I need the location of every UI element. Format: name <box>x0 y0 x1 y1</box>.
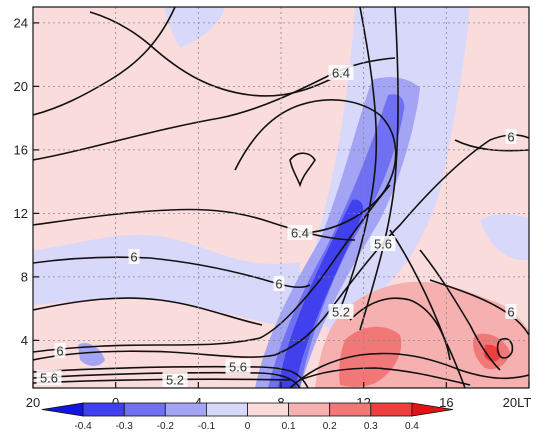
contour-label: 6 <box>130 250 137 265</box>
colorbar-swatch <box>123 402 166 417</box>
x-tick-label: 20LT <box>503 395 532 410</box>
contour-labels: 6.4 6 6.4 5.6 6 6 5.2 6 6 5.6 5.6 5.2 <box>36 65 517 388</box>
contour-line <box>33 256 311 288</box>
colorbar-swatch <box>370 402 413 417</box>
filled-region-negative <box>78 343 105 366</box>
contour-label: 5.2 <box>332 305 350 320</box>
contour-line <box>289 152 316 188</box>
contour-label: 6 <box>56 344 63 359</box>
colorbar-swatch <box>164 402 207 417</box>
y-tick-label: 4 <box>21 333 28 348</box>
colorbar-swatch <box>82 402 125 417</box>
colorbar-label: -0.3 <box>116 421 134 432</box>
contour-label-bg <box>287 225 313 240</box>
colorbar-label: 0.3 <box>364 421 378 432</box>
colorbar-swatch <box>205 402 248 417</box>
colorbar-swatch <box>41 402 84 417</box>
contour-label-bg <box>328 304 354 319</box>
contour-label: 5.6 <box>229 360 247 375</box>
grid-lines <box>33 7 529 388</box>
contour-line <box>33 297 263 326</box>
contour-label: 6.4 <box>291 226 309 241</box>
x-tick-label: 0 <box>112 395 119 410</box>
filled-region-strong-positive <box>339 326 402 387</box>
filled-region-weak-negative <box>33 234 300 330</box>
colorbar-label: -0.4 <box>74 421 92 432</box>
colorbar-swatch <box>288 402 331 417</box>
y-tick-label: 16 <box>14 142 28 157</box>
contour-line <box>339 7 378 311</box>
contour-label-bg <box>162 372 188 387</box>
filled-region-weak-negative <box>165 7 225 48</box>
contour-line <box>349 297 451 361</box>
contour-label-bg <box>128 249 140 264</box>
contour-label: 5.6 <box>374 237 392 252</box>
colorbar: -0.4 -0.3 -0.2 -0.1 0 0.1 0.2 0.3 0.4 <box>41 402 454 432</box>
contour-label: 6.4 <box>332 66 350 81</box>
contour-line <box>289 352 529 388</box>
contour-line <box>419 249 501 371</box>
y-tick-label: 24 <box>14 15 28 30</box>
contour-label-bg <box>370 236 396 251</box>
x-tick-label: 16 <box>439 395 453 410</box>
contour-label: 6 <box>507 305 514 320</box>
filled-region-weak-negative <box>480 214 529 261</box>
colorbar-label: 0.2 <box>323 421 337 432</box>
x-tick-label: 20 <box>26 395 40 410</box>
contour-line <box>33 7 176 116</box>
x-tick-label: 4 <box>195 395 202 410</box>
colorbar-label: -0.1 <box>198 421 216 432</box>
contour-label-bg <box>328 65 354 80</box>
colorbar-label: -0.2 <box>157 421 175 432</box>
y-axis: 4 8 12 16 20 24 <box>14 15 39 348</box>
x-tick-label: 8 <box>277 395 284 410</box>
contour-label: 6 <box>275 277 282 292</box>
y-tick-label: 8 <box>21 269 28 284</box>
contour-line <box>33 365 309 388</box>
colorbar-swatch <box>247 402 289 417</box>
contour-line <box>33 184 391 353</box>
contour-line <box>359 7 399 331</box>
contour-label-bg <box>54 343 66 358</box>
contour-label: 5.2 <box>166 373 184 388</box>
contour-line <box>89 11 346 97</box>
colorbar-swatch <box>411 402 454 417</box>
contour-label-bg <box>225 359 251 374</box>
contour-label: 5.6 <box>40 371 58 386</box>
contour-label-bg <box>505 129 517 144</box>
x-axis: 20 0 4 8 12 16 20LT <box>26 382 532 410</box>
contour-line <box>454 139 529 152</box>
colorbar-swatch <box>329 402 372 417</box>
contour-label: 6 <box>507 130 514 145</box>
contour-label-bg <box>273 276 285 291</box>
colorbar-label: 0.4 <box>405 421 419 432</box>
contour-label-bg <box>505 304 517 319</box>
y-tick-label: 12 <box>14 206 28 221</box>
contour-line <box>33 371 301 388</box>
contour-line <box>299 367 471 386</box>
colorbar-label: 0 <box>245 421 251 432</box>
filled-region-strongest-positive <box>484 344 501 362</box>
y-tick-label: 20 <box>14 79 28 94</box>
colorbar-label: 0.1 <box>282 421 296 432</box>
contour-line <box>234 99 397 234</box>
contour-label-bg <box>36 370 62 385</box>
